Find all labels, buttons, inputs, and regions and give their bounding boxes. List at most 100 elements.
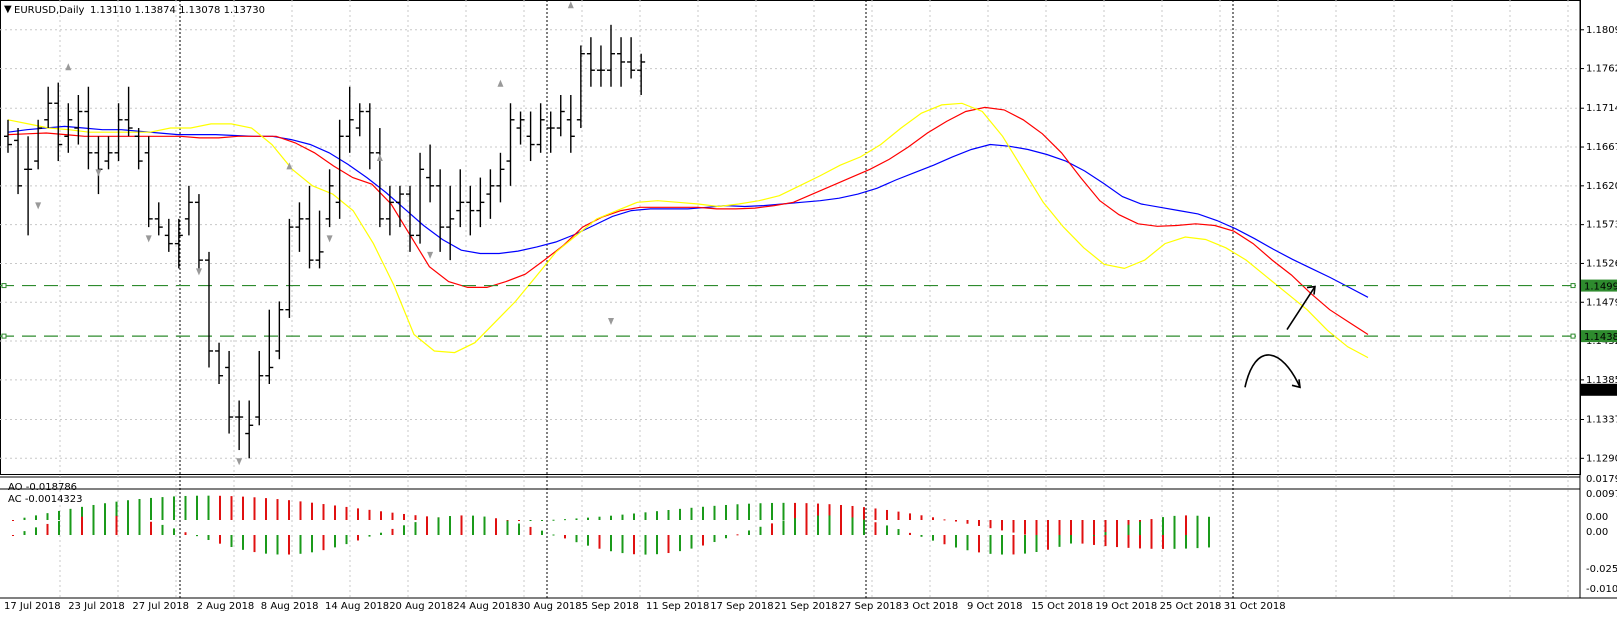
ao-bar <box>1058 520 1061 541</box>
ao-bar <box>644 512 647 520</box>
date-tick-label: 15 Oct 2018 <box>1031 601 1093 612</box>
ao-bar <box>541 520 543 521</box>
ac-bar <box>529 526 532 535</box>
ac-bar <box>667 535 670 554</box>
ao-bar <box>150 497 152 520</box>
hline-handle <box>1 333 7 339</box>
ac-bar <box>46 523 49 535</box>
price-tick-label: 1.14790 <box>1586 297 1617 308</box>
ao-bar <box>138 498 141 520</box>
ao-bar <box>23 517 26 520</box>
hline-handle <box>1570 283 1576 289</box>
ac-tick-label: 0.009726 <box>1586 489 1617 500</box>
ac-bar <box>1150 519 1153 535</box>
price-tick-label: 1.16200 <box>1586 181 1617 192</box>
ma-line-0 <box>7 125 1369 298</box>
fractal-marker-icon <box>195 268 202 276</box>
ac-bar <box>242 535 244 550</box>
horizontal-levels[interactable] <box>0 283 1580 339</box>
ao-bar <box>702 506 704 520</box>
price-tick-label: 1.15730 <box>1586 220 1617 231</box>
ac-bar <box>897 529 900 535</box>
ohlc-bars <box>4 1 646 466</box>
date-tick-label: 3 Oct 2018 <box>903 601 958 612</box>
ac-bar <box>1070 535 1072 544</box>
ao-bar <box>978 520 980 526</box>
ac-tick-label: 0.00 <box>1586 527 1608 538</box>
fractal-marker-icon <box>567 1 574 9</box>
ac-bar <box>840 516 842 535</box>
ac-label: AC -0.0014323 <box>8 494 83 505</box>
ac-bar <box>1208 516 1210 535</box>
ao-bar <box>12 520 14 521</box>
ac-bar <box>506 520 509 535</box>
ac-bar <box>127 517 129 535</box>
fractal-marker-icon <box>326 235 333 243</box>
ac-bar <box>587 535 589 546</box>
ac-bar <box>1116 528 1118 535</box>
ac-bar <box>564 535 566 539</box>
ao-bar <box>35 515 37 520</box>
ac-bar <box>920 535 923 537</box>
ao-bar <box>1093 520 1095 545</box>
period-separators <box>179 0 1234 598</box>
ac-bar <box>541 530 543 535</box>
ao-bar <box>656 511 658 520</box>
ac-bar <box>909 532 911 535</box>
ao-bar <box>1035 520 1038 537</box>
ac-bar <box>92 515 95 535</box>
date-axis: 17 Jul 2018 23 Jul 2018 27 Jul 2018 2 Aug 2… <box>4 601 1286 612</box>
main-panel-frame <box>0 0 1581 475</box>
ac-bar <box>713 535 716 543</box>
date-tick-label: 27 Sep 2018 <box>839 601 902 612</box>
date-tick-label: 23 Jul 2018 <box>68 601 125 612</box>
ac-bar <box>219 535 221 544</box>
price-tick-label: 1.17140 <box>1586 103 1617 114</box>
ac-bar <box>644 535 647 555</box>
date-tick-label: 9 Oct 2018 <box>967 601 1022 612</box>
ac-bar <box>575 535 578 543</box>
date-tick-label: 11 Sep 2018 <box>646 601 709 612</box>
date-tick-label: 19 Oct 2018 <box>1095 601 1157 612</box>
ac-bar <box>886 525 888 535</box>
moving-averages <box>7 102 1369 359</box>
ao-bar <box>1081 520 1084 544</box>
ac-bar <box>495 518 497 535</box>
price-tick-label: 1.16670 <box>1586 142 1617 153</box>
ao-bar <box>58 510 60 520</box>
ac-bar <box>104 515 106 535</box>
ac-bar <box>81 516 83 535</box>
ac-bar <box>311 535 313 553</box>
ac-bar <box>1127 524 1130 535</box>
hline-handle <box>1570 333 1576 339</box>
ao-bar <box>1047 520 1049 539</box>
ac-bar <box>380 532 382 535</box>
ac-bar <box>1173 515 1176 535</box>
symbol-dropdown-icon[interactable]: ▼ <box>4 4 12 15</box>
ac-bar <box>656 535 658 555</box>
ac-bar <box>966 535 969 551</box>
ac-bar <box>138 519 141 535</box>
ao-bar <box>380 511 382 520</box>
ac-bar <box>299 535 302 554</box>
ma-line-2 <box>7 102 1369 359</box>
ac-bar <box>932 535 934 541</box>
arrow-curve-shaft <box>1244 354 1301 388</box>
fractal-marker-icon <box>497 79 504 87</box>
ac-bar <box>955 535 957 548</box>
ao-bar <box>679 508 681 520</box>
date-tick-label: 8 Aug 2018 <box>261 601 319 612</box>
ac-bar <box>161 524 164 535</box>
fractal-marker-icon <box>35 202 42 210</box>
ac-bar <box>23 531 26 535</box>
projection-arrows[interactable] <box>1244 285 1316 389</box>
ao-bar <box>368 509 371 520</box>
ac-bar <box>35 527 37 535</box>
ac-bar <box>426 519 428 535</box>
ao-bar <box>81 506 83 520</box>
ao-bar <box>863 507 865 520</box>
ao-bar <box>46 513 49 520</box>
ao-bar <box>736 504 739 520</box>
ao-bar <box>575 518 578 520</box>
